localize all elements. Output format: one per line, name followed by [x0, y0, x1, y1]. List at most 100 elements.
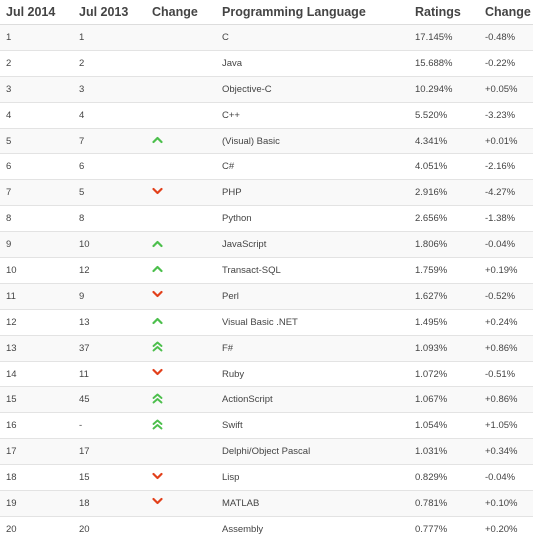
rating-value: 2.916% — [409, 179, 479, 206]
rating-value: 0.777% — [409, 515, 479, 542]
chevron-down-icon — [152, 368, 163, 380]
rank-2014: 4 — [0, 101, 73, 129]
table-row: 20 20 Assembly 0.777% +0.20% — [0, 515, 533, 542]
header-rank-change[interactable]: Change — [146, 0, 216, 25]
table-row: 7 5 PHP 2.916% -4.27% — [0, 179, 533, 206]
rank-2014: 5 — [0, 127, 73, 154]
language-name: Ruby — [216, 360, 409, 387]
rating-change: +1.05% — [479, 412, 533, 439]
header-ratings[interactable]: Ratings — [409, 0, 479, 25]
rank-2013: 13 — [73, 308, 146, 336]
rank-2013: - — [73, 412, 146, 439]
rating-change: +0.01% — [479, 127, 533, 154]
rating-value: 1.627% — [409, 282, 479, 310]
rank-2014: 15 — [0, 386, 73, 413]
table-row: 12 13 Visual Basic .NET 1.495% +0.24% — [0, 308, 533, 336]
rank-2013: 1 — [73, 24, 146, 51]
rank-2013: 12 — [73, 257, 146, 284]
table-row: 15 45 ActionScript 1.067% +0.86% — [0, 386, 533, 413]
rating-change: -0.48% — [479, 24, 533, 51]
rank-2014: 18 — [0, 464, 73, 491]
table-row: 11 9 Perl 1.627% -0.52% — [0, 282, 533, 310]
rank-change-cell — [146, 231, 216, 258]
rank-2013: 11 — [73, 360, 146, 387]
rank-change-cell — [146, 153, 216, 180]
rank-change-cell — [146, 179, 216, 206]
rank-2014: 2 — [0, 49, 73, 77]
table-row: 1 1 C 17.145% -0.48% — [0, 24, 533, 51]
rating-change: +0.24% — [479, 308, 533, 336]
header-ratings-change[interactable]: Change — [479, 0, 533, 25]
language-name: ActionScript — [216, 386, 409, 413]
table-row: 3 3 Objective-C 10.294% +0.05% — [0, 75, 533, 103]
rating-value: 17.145% — [409, 24, 479, 51]
language-name: F# — [216, 334, 409, 362]
double-chevron-up-icon — [152, 419, 163, 433]
rank-2014: 17 — [0, 438, 73, 465]
table-row: 19 18 MATLAB 0.781% +0.10% — [0, 490, 533, 517]
header-programming-language[interactable]: Programming Language — [216, 0, 409, 25]
rating-change: -0.51% — [479, 360, 533, 387]
rank-change-cell — [146, 127, 216, 154]
rating-change: -2.16% — [479, 153, 533, 180]
language-name: Perl — [216, 282, 409, 310]
rank-2013: 4 — [73, 101, 146, 129]
rank-2014: 12 — [0, 308, 73, 336]
header-jul-2013[interactable]: Jul 2013 — [73, 0, 146, 25]
rank-2013: 8 — [73, 205, 146, 232]
table-header-row: Jul 2014 Jul 2013 Change Programming Lan… — [0, 0, 533, 25]
chevron-down-icon — [152, 187, 163, 199]
chevron-up-icon — [152, 135, 163, 147]
rank-2014: 11 — [0, 282, 73, 310]
language-name: JavaScript — [216, 231, 409, 258]
double-chevron-up-icon — [152, 393, 163, 407]
table-row: 4 4 C++ 5.520% -3.23% — [0, 101, 533, 129]
rank-change-cell — [146, 412, 216, 439]
rating-value: 0.829% — [409, 464, 479, 491]
table-row: 9 10 JavaScript 1.806% -0.04% — [0, 231, 533, 258]
rank-2013: 10 — [73, 231, 146, 258]
rating-change: +0.19% — [479, 257, 533, 284]
rank-change-cell — [146, 334, 216, 362]
language-name: MATLAB — [216, 490, 409, 517]
rating-value: 1.806% — [409, 231, 479, 258]
rating-change: +0.10% — [479, 490, 533, 517]
rating-change: +0.86% — [479, 334, 533, 362]
language-name: C# — [216, 153, 409, 180]
rating-value: 0.781% — [409, 490, 479, 517]
rating-value: 10.294% — [409, 75, 479, 103]
table-row: 6 6 C# 4.051% -2.16% — [0, 153, 533, 180]
chevron-up-icon — [152, 239, 163, 251]
rating-change: +0.86% — [479, 386, 533, 413]
rank-2014: 3 — [0, 75, 73, 103]
rank-change-cell — [146, 205, 216, 232]
header-jul-2014[interactable]: Jul 2014 — [0, 0, 73, 25]
language-name: Python — [216, 205, 409, 232]
table-row: 18 15 Lisp 0.829% -0.04% — [0, 464, 533, 491]
language-name: Swift — [216, 412, 409, 439]
rank-2013: 7 — [73, 127, 146, 154]
language-name: (Visual) Basic — [216, 127, 409, 154]
language-name: Transact-SQL — [216, 257, 409, 284]
chevron-down-icon — [152, 290, 163, 302]
rank-2013: 9 — [73, 282, 146, 310]
rank-2014: 13 — [0, 334, 73, 362]
rating-value: 5.520% — [409, 101, 479, 129]
language-name: C — [216, 24, 409, 51]
rank-2013: 17 — [73, 438, 146, 465]
rank-change-cell — [146, 464, 216, 491]
rank-change-cell — [146, 257, 216, 284]
language-name: PHP — [216, 179, 409, 206]
rank-2014: 16 — [0, 412, 73, 439]
rating-change: -0.22% — [479, 49, 533, 77]
rating-change: -4.27% — [479, 179, 533, 206]
rank-2014: 14 — [0, 360, 73, 387]
rating-value: 1.495% — [409, 308, 479, 336]
rank-2013: 15 — [73, 464, 146, 491]
rank-2013: 18 — [73, 490, 146, 517]
table-row: 8 8 Python 2.656% -1.38% — [0, 205, 533, 232]
language-name: Objective-C — [216, 75, 409, 103]
table-row: 10 12 Transact-SQL 1.759% +0.19% — [0, 257, 533, 284]
rank-2014: 1 — [0, 24, 73, 51]
